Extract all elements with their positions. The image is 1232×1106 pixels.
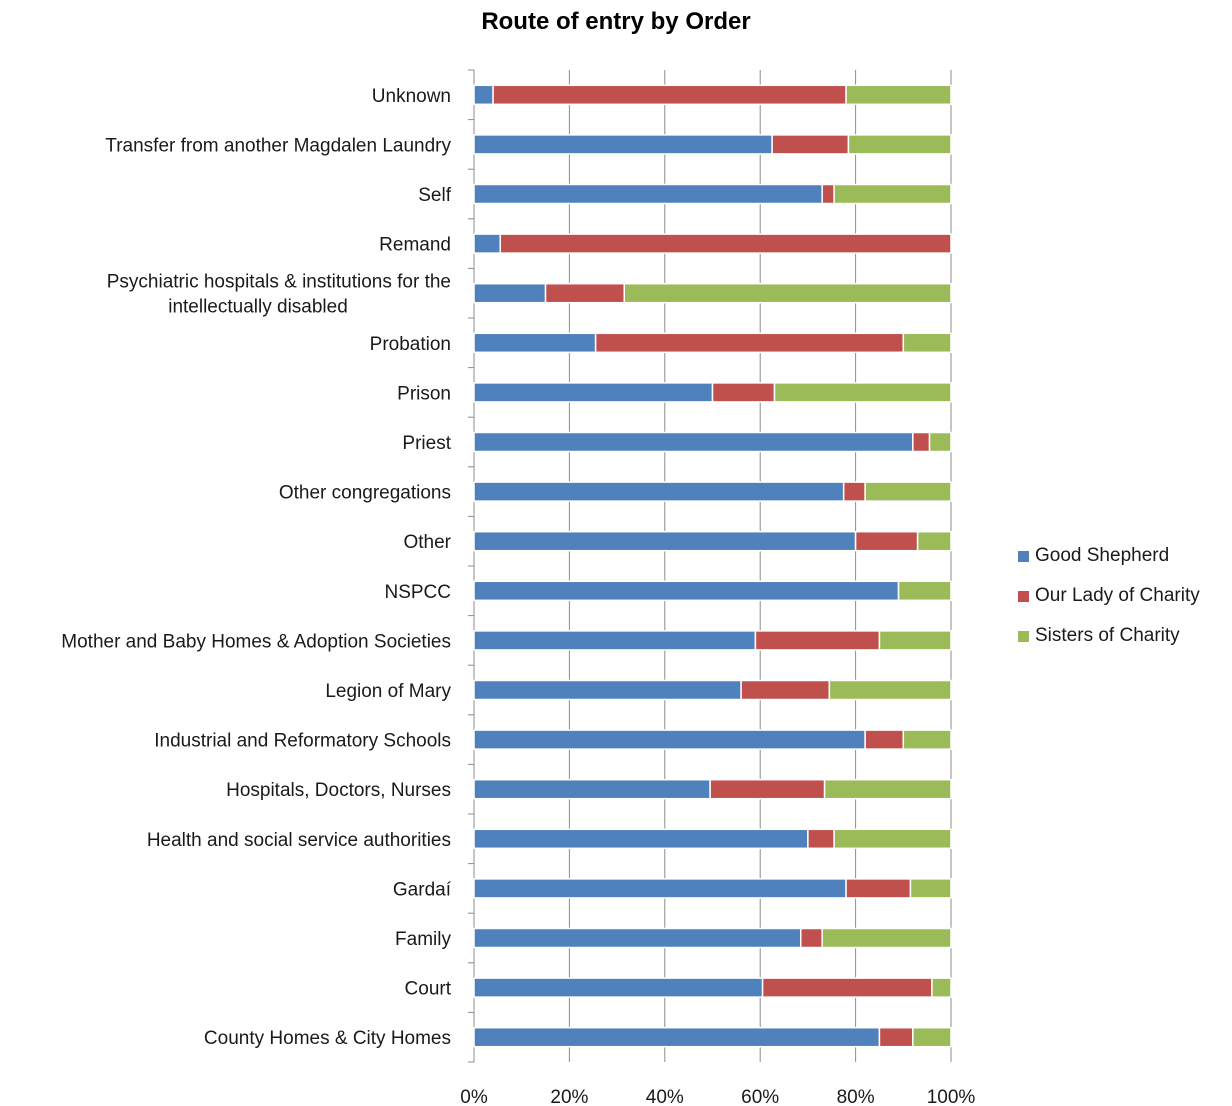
bar-segment — [473, 977, 764, 998]
category-label: County Homes & City Homes — [204, 1028, 451, 1049]
bar-segment — [473, 530, 857, 552]
category-label: NSPCC — [384, 582, 451, 603]
bar-segment — [754, 630, 881, 651]
bar-segment — [473, 233, 501, 254]
bar-segment — [897, 580, 952, 602]
legend-item: Our Lady of Charity — [1018, 576, 1200, 616]
bar-segment — [492, 84, 847, 106]
category-label: Other congregations — [279, 483, 451, 504]
bar-segment — [909, 878, 952, 899]
bar-segment — [773, 382, 952, 403]
bar-segment — [473, 1026, 881, 1048]
bar-segment — [854, 530, 919, 552]
category-label: Unknown — [372, 86, 451, 107]
category-label: Mother and Baby Homes & Adoption Societi… — [61, 631, 451, 652]
category-label: Family — [395, 929, 451, 950]
category-label: intellectually disabled — [168, 297, 348, 318]
bar-segment — [878, 1026, 914, 1048]
category-label: Self — [418, 185, 451, 206]
bar-segment — [878, 630, 952, 651]
category-label: Legion of Mary — [325, 681, 451, 702]
bar-segment — [931, 977, 952, 998]
x-tick-label: 80% — [837, 1087, 875, 1106]
bar-segment — [473, 828, 809, 850]
x-tick-label: 100% — [927, 1087, 976, 1106]
legend-label: Our Lady of Charity — [1035, 585, 1200, 606]
legend-swatch — [1018, 590, 1029, 602]
bar-segment — [902, 729, 952, 750]
category-label: Prison — [397, 383, 451, 404]
category-label: Priest — [402, 433, 451, 454]
bar-segment — [833, 183, 952, 205]
bar-segment — [473, 134, 773, 155]
bar-segment — [761, 977, 933, 998]
bar-segment — [473, 778, 711, 800]
bar-segment — [740, 679, 831, 701]
bar-segment — [473, 282, 547, 304]
chart-title: Route of entry by Order — [481, 8, 751, 35]
x-tick-label: 20% — [550, 1087, 588, 1106]
legend: Good Shepherd Our Lady of Charity Sisters … — [1018, 536, 1200, 656]
category-label: Psychiatric hospitals & institutions for… — [107, 272, 451, 293]
bar-segment — [864, 481, 952, 502]
bar-segment — [842, 481, 866, 502]
legend-label: Good Shepherd — [1035, 545, 1170, 566]
bar-segment — [823, 778, 952, 800]
bar-segment — [916, 530, 952, 552]
bar-segment — [847, 134, 952, 155]
bar-segment — [845, 84, 952, 106]
bar-segment — [473, 183, 823, 205]
x-tick-label: 60% — [741, 1087, 779, 1106]
bar-segment — [928, 431, 952, 453]
category-label: Other — [403, 532, 451, 553]
bar-segment — [473, 382, 714, 403]
category-label: Probation — [370, 334, 451, 355]
bar-segment — [473, 927, 802, 949]
category-label: Health and social service authorities — [147, 830, 451, 851]
x-tick-label: 40% — [646, 1087, 684, 1106]
bar-segment — [807, 828, 835, 850]
bar-segment — [912, 431, 931, 453]
bar-segment — [473, 679, 742, 701]
legend-swatch — [1018, 550, 1029, 562]
category-label: Gardaí — [393, 879, 452, 900]
bar-segment — [623, 282, 952, 304]
bar-segment — [821, 183, 835, 205]
x-tick-label: 0% — [460, 1087, 488, 1106]
bar-segment — [912, 1026, 952, 1048]
bar-segment — [473, 431, 914, 453]
legend-item: Sisters of Charity — [1018, 616, 1200, 656]
bar-segment — [821, 927, 952, 949]
category-label: Transfer from another Magdalen Laundry — [105, 135, 451, 156]
bar-segment — [473, 481, 845, 502]
bar-segment — [473, 84, 494, 106]
bar-segment — [473, 878, 847, 899]
bar-segment — [864, 729, 905, 750]
bar-segment — [711, 382, 776, 403]
bar-segment — [473, 729, 866, 750]
legend-label: Sisters of Charity — [1035, 625, 1180, 646]
legend-swatch — [1018, 630, 1029, 642]
category-label: Court — [405, 979, 452, 1000]
bar-segment — [902, 332, 952, 354]
bar-segment — [473, 332, 597, 354]
bar-segment — [594, 332, 905, 354]
bar-segment — [845, 878, 912, 899]
bar-segment — [771, 134, 850, 155]
bar-segment — [709, 778, 826, 800]
bar-segment — [473, 630, 757, 651]
category-label: Hospitals, Doctors, Nurses — [226, 780, 451, 801]
bar-segment — [473, 580, 900, 602]
bar-segment — [833, 828, 952, 850]
legend-item: Good Shepherd — [1018, 536, 1200, 576]
category-label: Industrial and Reformatory Schools — [154, 731, 451, 752]
bar-segment — [799, 927, 823, 949]
bar-segment — [828, 679, 952, 701]
bar-segment — [544, 282, 626, 304]
category-label: Remand — [379, 235, 451, 256]
bar-segment — [499, 233, 952, 254]
